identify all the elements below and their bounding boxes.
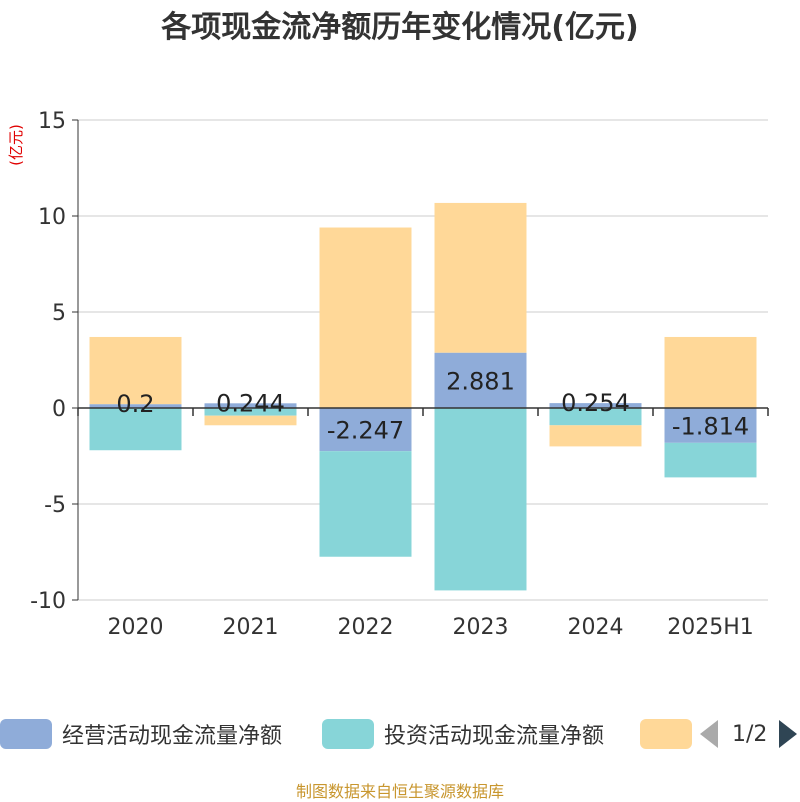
legend-swatch-operating bbox=[0, 719, 52, 749]
x-tick-label-2023: 2023 bbox=[453, 615, 509, 640]
bar-2020-series-1 bbox=[89, 408, 182, 451]
data-label-2024: 0.254 bbox=[561, 389, 630, 417]
x-tick-label-2021: 2021 bbox=[223, 615, 279, 640]
legend-swatch-third bbox=[640, 719, 692, 749]
legend-item-investing[interactable]: 投资活动现金流量净额 bbox=[322, 716, 604, 752]
legend-label-operating: 经营活动现金流量净额 bbox=[62, 724, 283, 749]
legend-prev-arrow-icon[interactable] bbox=[700, 720, 718, 748]
legend-swatch-investing bbox=[322, 719, 374, 749]
legend: 经营活动现金流量净额 投资活动现金流量净额 1/2 bbox=[0, 716, 800, 756]
bar-2025H1-series-1 bbox=[664, 442, 757, 478]
bar-2021-series-0 bbox=[204, 403, 297, 408]
bar-2021-series-1 bbox=[204, 408, 297, 416]
bar-2023-series-1 bbox=[434, 408, 527, 591]
legend-item-operating[interactable]: 经营活动现金流量净额 bbox=[0, 716, 282, 752]
y-tick-label: 15 bbox=[38, 109, 66, 134]
legend-page-indicator: 1/2 bbox=[732, 721, 768, 747]
bar-2022-series-2 bbox=[319, 227, 412, 408]
chart: 15 10 5 0 -5 -10 0.2 0.244 -2.247 2.881 0.254 -1.81… bbox=[30, 109, 769, 640]
data-label-2020: 0.2 bbox=[116, 390, 154, 418]
x-tick-label-2020: 2020 bbox=[108, 615, 164, 640]
bar-2024-series-0 bbox=[549, 403, 642, 408]
y-tick-label: -5 bbox=[44, 493, 66, 518]
x-tick-label-2025H1: 2025H1 bbox=[667, 615, 754, 640]
y-tick-label: 10 bbox=[38, 205, 66, 230]
legend-item-third[interactable] bbox=[640, 716, 692, 752]
bar-2022-series-0 bbox=[319, 408, 412, 452]
bar-2023-series-0 bbox=[434, 352, 527, 408]
data-source-note: 制图数据来自恒生聚源数据库 bbox=[295, 782, 504, 801]
data-label-2025H1: -1.814 bbox=[672, 412, 749, 440]
y-tick-label: 0 bbox=[52, 397, 66, 422]
bar-2024-series-2 bbox=[549, 425, 642, 447]
legend-next-arrow-icon[interactable] bbox=[779, 720, 798, 748]
bar-2025H1-series-0 bbox=[664, 408, 757, 443]
bar-2025H1-series-2 bbox=[664, 336, 757, 408]
bar-2021-series-2 bbox=[204, 415, 297, 426]
chart-title: 各项现金流净额历年变化情况(亿元) bbox=[161, 10, 639, 45]
legend-label-investing: 投资活动现金流量净额 bbox=[384, 724, 605, 749]
y-tick-label: 5 bbox=[52, 301, 66, 326]
bar-2020-series-0 bbox=[89, 404, 182, 408]
x-tick-label-2024: 2024 bbox=[568, 615, 624, 640]
legend-pager: 1/2 bbox=[700, 716, 798, 752]
y-tick-label: -10 bbox=[30, 589, 66, 614]
data-label-2021: 0.244 bbox=[216, 389, 285, 417]
bar-2020-series-2 bbox=[89, 336, 182, 405]
bar-2022-series-1 bbox=[319, 451, 412, 557]
x-tick-label-2022: 2022 bbox=[338, 615, 394, 640]
data-label-2022: -2.247 bbox=[327, 417, 404, 445]
bar-2023-series-2 bbox=[434, 202, 527, 353]
bar-2024-series-1 bbox=[549, 408, 642, 426]
data-label-2023: 2.881 bbox=[446, 367, 515, 395]
